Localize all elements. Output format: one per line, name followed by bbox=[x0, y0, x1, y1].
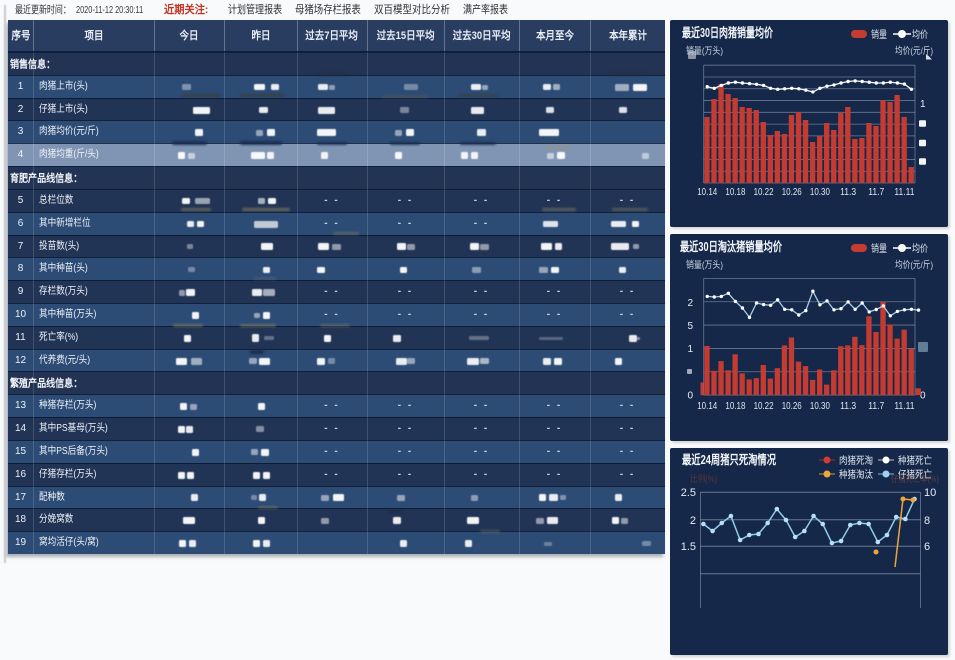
svg-text:11.7: 11.7 bbox=[868, 187, 884, 198]
svg-text:10.18: 10.18 bbox=[725, 401, 745, 412]
svg-text:销量: 销量 bbox=[871, 242, 887, 255]
svg-text:肉猪死淘: 肉猪死淘 bbox=[839, 454, 873, 467]
svg-text:10.14: 10.14 bbox=[697, 187, 717, 198]
svg-text:2: 2 bbox=[690, 515, 696, 527]
svg-text:10: 10 bbox=[924, 487, 936, 499]
svg-text:种猪死亡: 种猪死亡 bbox=[898, 454, 932, 467]
svg-text:10.18: 10.18 bbox=[725, 187, 745, 198]
svg-text:11.11: 11.11 bbox=[894, 401, 914, 412]
svg-text:10.26: 10.26 bbox=[782, 187, 802, 198]
svg-text:10.22: 10.22 bbox=[754, 401, 774, 412]
svg-text:最近24周猪只死淘情况: 最近24周猪只死淘情况 bbox=[682, 452, 776, 467]
svg-text:2.5: 2.5 bbox=[681, 487, 696, 499]
svg-text:8: 8 bbox=[924, 515, 930, 527]
svg-text:最近30日肉猪销量均价: 最近30日肉猪销量均价 bbox=[682, 25, 773, 40]
svg-text:11.7: 11.7 bbox=[868, 401, 884, 412]
svg-text:销量(万头): 销量(万头) bbox=[686, 45, 723, 57]
svg-text:均价: 均价 bbox=[912, 243, 928, 255]
svg-text:6: 6 bbox=[924, 541, 930, 553]
svg-text:0: 0 bbox=[687, 391, 693, 402]
svg-text:种猪淘汰: 种猪淘汰 bbox=[839, 468, 873, 481]
svg-text:11.3: 11.3 bbox=[840, 187, 856, 198]
svg-text:仔猪死亡: 仔猪死亡 bbox=[898, 468, 932, 481]
svg-text:比例(%): 比例(%) bbox=[690, 473, 717, 484]
svg-text:销量(万头): 销量(万头) bbox=[686, 259, 723, 271]
svg-text:1.5: 1.5 bbox=[681, 541, 696, 553]
svg-text:10.30: 10.30 bbox=[810, 187, 830, 198]
svg-text:销量: 销量 bbox=[871, 28, 887, 41]
svg-text:10.14: 10.14 bbox=[697, 401, 717, 412]
svg-text:均价(元/斤): 均价(元/斤) bbox=[895, 259, 933, 271]
svg-text:10.30: 10.30 bbox=[810, 401, 830, 412]
svg-text:1: 1 bbox=[687, 344, 693, 355]
svg-text:均价(元/斤): 均价(元/斤) bbox=[895, 45, 933, 57]
svg-text:仔猪死亡率(%): 仔猪死亡率(%) bbox=[891, 473, 939, 484]
svg-text:10.22: 10.22 bbox=[754, 187, 774, 198]
svg-text:最近30日淘汰猪销量均价: 最近30日淘汰猪销量均价 bbox=[680, 239, 782, 254]
svg-text:10.26: 10.26 bbox=[782, 401, 802, 412]
svg-text:11.11: 11.11 bbox=[894, 187, 914, 198]
svg-text:5: 5 bbox=[687, 321, 693, 332]
svg-text:1: 1 bbox=[920, 99, 926, 110]
svg-text:11.3: 11.3 bbox=[840, 401, 856, 412]
svg-text:2: 2 bbox=[687, 298, 693, 309]
svg-text:0: 0 bbox=[920, 391, 926, 402]
svg-text:均价: 均价 bbox=[912, 29, 928, 41]
